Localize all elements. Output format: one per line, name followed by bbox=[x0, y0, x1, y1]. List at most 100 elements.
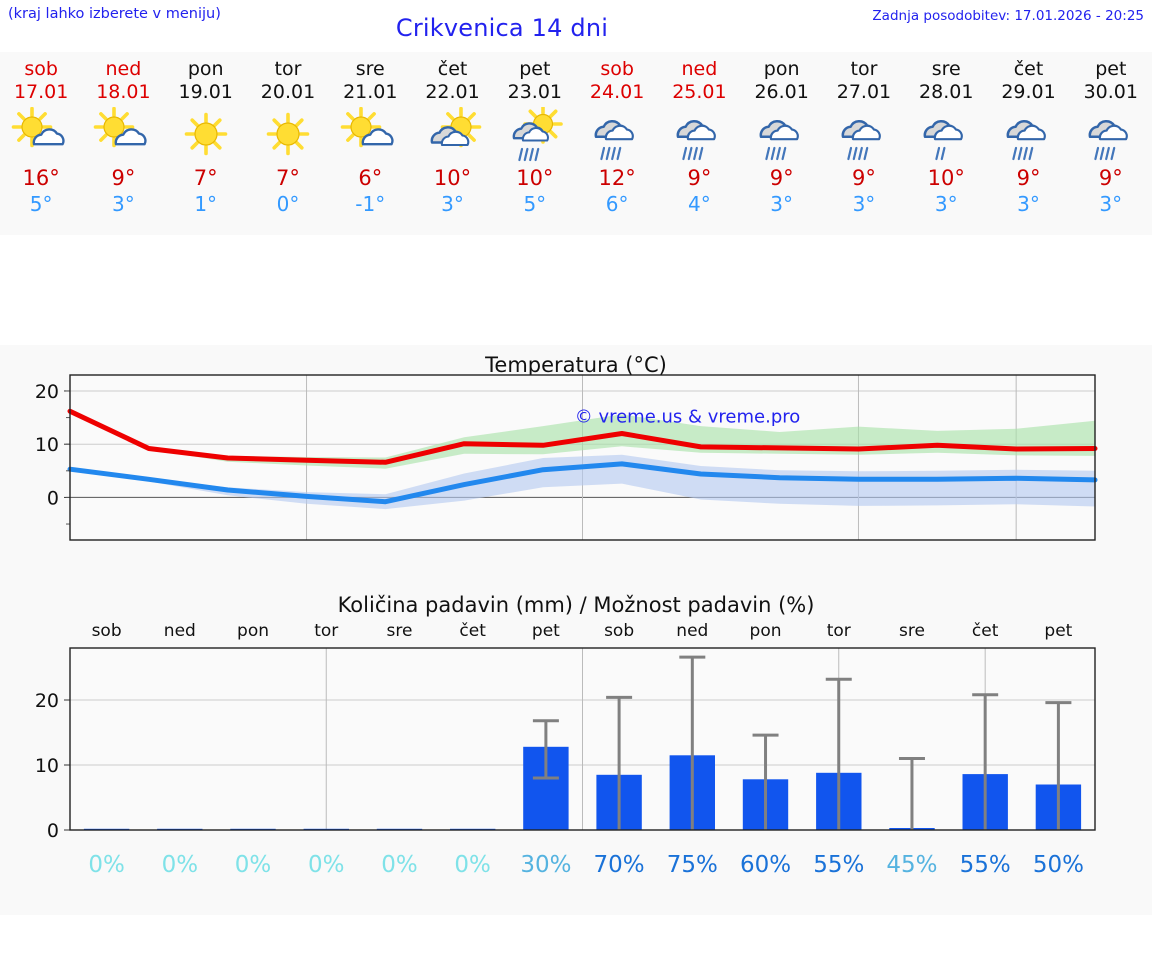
cloud-rain-icon bbox=[827, 107, 901, 163]
precipitation-probability: 50% bbox=[1033, 852, 1084, 878]
forecast-day-column[interactable]: ned 25.01 9° 4° bbox=[658, 52, 740, 235]
precipitation-probability: 0% bbox=[381, 852, 418, 878]
day-date: 17.01 bbox=[13, 81, 69, 103]
forecast-day-column[interactable]: sob 24.01 12° 6° bbox=[576, 52, 658, 235]
sun-icon bbox=[169, 107, 243, 163]
day-temp-min: 3° bbox=[1017, 192, 1040, 216]
precipitation-probability: 55% bbox=[813, 852, 864, 878]
day-name: ned bbox=[105, 58, 142, 80]
svg-text:pet: pet bbox=[532, 621, 560, 641]
precipitation-probability: 30% bbox=[520, 852, 571, 878]
day-temp-max: 9° bbox=[1016, 166, 1041, 190]
cloud-rain-icon bbox=[1074, 107, 1148, 163]
svg-text:20: 20 bbox=[35, 381, 59, 403]
day-date: 23.01 bbox=[507, 81, 563, 103]
day-temp-min: 3° bbox=[934, 192, 958, 216]
svg-text:čet: čet bbox=[459, 621, 486, 641]
day-date: 22.01 bbox=[425, 81, 480, 103]
forecast-strip: sob 17.01 16° 5° ned 18.01 9° 3° pon 19.01 7° 1° tor… bbox=[0, 52, 1152, 235]
precipitation-chart: Količina padavin (mm) / Možnost padavin … bbox=[0, 585, 1152, 915]
day-temp-max: 16° bbox=[22, 166, 60, 190]
day-temp-min: 3° bbox=[852, 192, 876, 216]
day-temp-min: 0° bbox=[276, 192, 300, 216]
svg-text:© vreme.us & vreme.pro: © vreme.us & vreme.pro bbox=[575, 406, 801, 427]
forecast-day-column[interactable]: pet 23.01 10° 5° bbox=[494, 52, 576, 235]
day-name: pet bbox=[519, 58, 551, 80]
svg-text:sre: sre bbox=[386, 621, 412, 641]
day-temp-max: 10° bbox=[516, 166, 554, 190]
spacer bbox=[0, 235, 1152, 345]
svg-text:sob: sob bbox=[604, 621, 634, 641]
svg-text:ned: ned bbox=[676, 621, 708, 641]
sun-cloud-icon bbox=[86, 107, 160, 163]
sun-glyph bbox=[266, 112, 310, 156]
svg-text:20: 20 bbox=[35, 690, 59, 712]
day-temp-max: 9° bbox=[111, 166, 136, 190]
forecast-day-column[interactable]: ned 18.01 9° 3° bbox=[82, 52, 164, 235]
precipitation-probability: 0% bbox=[88, 852, 125, 878]
day-date: 24.01 bbox=[589, 81, 645, 103]
day-temp-max: 9° bbox=[687, 166, 712, 190]
precipitation-probability: 45% bbox=[886, 852, 937, 878]
sun-cloud-icon bbox=[4, 107, 78, 163]
day-date: 19.01 bbox=[178, 81, 233, 103]
day-temp-max: 9° bbox=[769, 166, 794, 190]
forecast-day-column[interactable]: pet 30.01 9° 3° bbox=[1070, 52, 1152, 235]
day-name: pon bbox=[187, 58, 224, 80]
precipitation-plot: sob ned pon tor sre čet pet sob ned pon tor sre čet p… bbox=[35, 621, 1096, 878]
day-temp-min: 5° bbox=[523, 192, 547, 216]
day-temp-min: 4° bbox=[688, 192, 711, 216]
forecast-day-column[interactable]: sre 21.01 6° -1° bbox=[329, 52, 411, 235]
forecast-day-column[interactable]: sre 28.01 10° 3° bbox=[905, 52, 987, 235]
svg-text:čet: čet bbox=[972, 621, 999, 641]
day-name: sob bbox=[24, 58, 58, 80]
temperature-chart: Temperatura (°C) 0 10 20 © vreme.us & vreme… bbox=[0, 345, 1152, 585]
page-title: Crikvenica 14 dni bbox=[0, 14, 1152, 42]
day-temp-max: 6° bbox=[358, 166, 383, 190]
forecast-day-column[interactable]: pon 19.01 7° 1° bbox=[165, 52, 247, 235]
precipitation-probability: 75% bbox=[667, 852, 718, 878]
day-temp-min: 1° bbox=[194, 192, 218, 216]
day-name: tor bbox=[850, 58, 878, 80]
forecast-day-column[interactable]: čet 29.01 9° 3° bbox=[987, 52, 1069, 235]
temperature-plot: 0 10 20 © vreme.us & vreme.pro bbox=[35, 374, 1098, 541]
day-name: tor bbox=[274, 58, 302, 80]
day-temp-max: 7° bbox=[276, 166, 300, 190]
cloud-rain-light-icon bbox=[909, 107, 983, 163]
day-date: 30.01 bbox=[1083, 81, 1138, 103]
menu-hint[interactable]: (kraj lahko izberete v meniju) bbox=[8, 6, 221, 22]
day-name: sre bbox=[931, 58, 961, 80]
day-temp-max: 12° bbox=[598, 166, 636, 190]
precipitation-probability: 0% bbox=[454, 852, 491, 878]
day-name: čet bbox=[437, 58, 468, 80]
forecast-day-column[interactable]: sob 17.01 16° 5° bbox=[0, 52, 82, 235]
day-date: 21.01 bbox=[343, 81, 398, 103]
forecast-day-column[interactable]: tor 27.01 9° 3° bbox=[823, 52, 905, 235]
day-date: 28.01 bbox=[919, 81, 974, 103]
day-date: 27.01 bbox=[836, 81, 892, 103]
day-temp-min: 3° bbox=[1099, 192, 1123, 216]
day-temp-max: 9° bbox=[1098, 166, 1123, 190]
precipitation-probability: 0% bbox=[162, 852, 199, 878]
day-temp-max: 10° bbox=[927, 166, 965, 190]
svg-text:pet: pet bbox=[1044, 621, 1072, 641]
day-temp-min: 3° bbox=[441, 192, 464, 216]
forecast-day-column[interactable]: tor 20.01 7° 0° bbox=[247, 52, 329, 235]
cloud-rain-icon bbox=[662, 107, 736, 163]
sun-icon bbox=[251, 107, 325, 163]
precipitation-probability: 70% bbox=[594, 852, 645, 878]
svg-text:sre: sre bbox=[899, 621, 925, 641]
svg-text:pon: pon bbox=[237, 621, 269, 641]
forecast-day-column[interactable]: pon 26.01 9° 3° bbox=[741, 52, 823, 235]
svg-text:tor: tor bbox=[827, 621, 851, 641]
svg-text:0: 0 bbox=[47, 487, 59, 509]
svg-text:tor: tor bbox=[314, 621, 338, 641]
day-date: 20.01 bbox=[260, 81, 316, 103]
forecast-day-column[interactable]: čet 22.01 10° 3° bbox=[411, 52, 493, 235]
sun-glyph bbox=[11, 107, 53, 148]
day-name: ned bbox=[681, 58, 718, 80]
temperature-chart-title-text: Temperatura (°C) bbox=[485, 353, 667, 377]
day-temp-max: 10° bbox=[433, 166, 472, 190]
temperature-chart-title: Temperatura (°C) bbox=[0, 353, 1152, 377]
sun-glyph bbox=[340, 107, 382, 148]
